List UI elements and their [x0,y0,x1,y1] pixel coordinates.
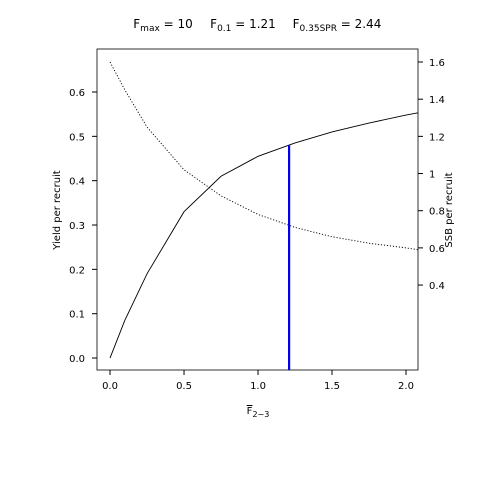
title-subscript: 0.35SPR [300,24,337,34]
y-tick-label: 0.4 [69,177,85,188]
title-item: F0.1 = 1.21 [210,17,276,34]
x-axis-label: F2−3 [247,406,270,419]
y-tick-label: 0.5 [69,132,85,143]
y2-tick-label: 1 [429,170,435,181]
title-subscript: 0.1 [217,24,231,34]
x-label-subscript: 2−3 [252,410,269,419]
title-item: Fmax = 10 [133,17,192,34]
title-subscript: max [140,24,160,34]
title-symbol: F [293,17,300,31]
y-tick-label: 0.3 [69,221,85,232]
x-label-symbol: F [247,406,253,417]
plot-frame [96,48,419,371]
y2-tick-label: 0.6 [429,244,445,255]
x-tick-label: 2.0 [398,381,414,392]
y2-tick-label: 1.2 [429,132,445,143]
title-symbol: F [133,17,140,31]
title-symbol: F [210,17,217,31]
y-tick-label: 0.6 [69,88,85,99]
x-tick-label: 0.0 [102,381,118,392]
title-value: = 2.44 [337,17,381,31]
y-tick-label: 0.1 [69,310,85,321]
curve [109,61,419,251]
y2-tick-label: 0.8 [429,207,445,218]
title-value: = 1.21 [231,17,275,31]
y-tick-label: 0.2 [69,265,85,276]
y2-tick-label: 0.4 [429,281,445,292]
x-tick-label: 0.5 [176,381,192,392]
y-tick-label: 0.0 [69,354,85,365]
y2-tick-label: 1.4 [429,95,445,106]
y2-tick-label: 1.6 [429,58,445,69]
title-item: F0.35SPR = 2.44 [293,17,382,34]
y-axis-label: Yield per recruit [52,170,63,251]
title-value: = 10 [160,17,193,31]
x-tick-label: 1.0 [250,381,266,392]
y2-axis-label: SSB per recruit [444,172,455,247]
curve [109,112,419,359]
x-tick-label: 1.5 [324,381,340,392]
